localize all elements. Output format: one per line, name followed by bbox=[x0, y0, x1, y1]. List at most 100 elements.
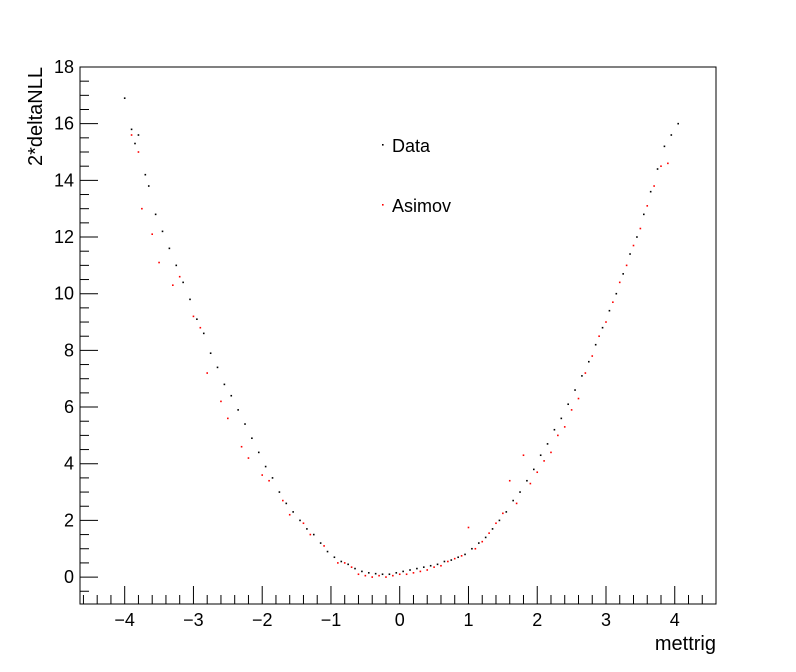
data-point-data bbox=[292, 511, 294, 513]
data-point-data bbox=[512, 499, 514, 502]
data-point-asimov bbox=[550, 451, 552, 454]
data-point-asimov bbox=[632, 244, 635, 247]
data-point-asimov bbox=[405, 573, 408, 576]
data-point-asimov bbox=[460, 555, 463, 557]
data-point-asimov bbox=[158, 261, 160, 264]
x-tick-label: 1 bbox=[463, 610, 473, 630]
data-point-asimov bbox=[371, 576, 374, 578]
data-point-asimov bbox=[419, 570, 422, 573]
data-point-data bbox=[546, 443, 549, 445]
data-point-asimov bbox=[502, 512, 504, 515]
data-point-data bbox=[422, 566, 425, 568]
y-tick-label: 4 bbox=[64, 454, 74, 474]
x-tick-label: 3 bbox=[601, 610, 611, 630]
y-tick-label: 16 bbox=[54, 114, 74, 134]
data-point-data bbox=[196, 318, 198, 321]
data-point-data bbox=[402, 570, 404, 573]
data-point-asimov bbox=[227, 417, 229, 420]
data-point-data bbox=[594, 343, 597, 346]
data-point-data bbox=[367, 572, 370, 574]
data-point-data bbox=[312, 533, 315, 536]
data-point-data bbox=[491, 528, 494, 530]
data-point-data bbox=[381, 573, 384, 576]
data-point-data bbox=[319, 542, 322, 544]
y-tick-label: 6 bbox=[64, 397, 74, 417]
data-point-data bbox=[123, 97, 126, 99]
data-point-asimov bbox=[392, 574, 394, 577]
data-point-data bbox=[532, 468, 535, 471]
plot-frame bbox=[79, 66, 717, 605]
data-point-asimov bbox=[357, 573, 360, 576]
data-point-data bbox=[484, 536, 487, 539]
data-point-data bbox=[622, 273, 624, 275]
x-axis-label: mettrig bbox=[655, 633, 716, 655]
data-point-data bbox=[326, 550, 329, 553]
data-point-asimov bbox=[605, 321, 607, 323]
data-points bbox=[123, 97, 679, 578]
data-point-asimov bbox=[309, 533, 312, 536]
data-point-data bbox=[608, 309, 611, 312]
data-point-data bbox=[588, 360, 590, 363]
data-point-asimov bbox=[488, 532, 490, 534]
y-tick-label: 10 bbox=[54, 284, 74, 304]
x-tick-label: 0 bbox=[395, 610, 405, 630]
data-point-asimov bbox=[240, 445, 243, 448]
data-point-data bbox=[471, 547, 473, 550]
data-point-data bbox=[137, 134, 140, 136]
data-point-data bbox=[629, 253, 631, 255]
legend-label-asimov: Asimov bbox=[392, 196, 451, 216]
data-point-asimov bbox=[447, 560, 449, 563]
data-point-asimov bbox=[440, 564, 442, 567]
data-point-data bbox=[278, 491, 281, 493]
data-point-data bbox=[656, 168, 659, 170]
data-point-asimov bbox=[508, 479, 511, 482]
y-tick-label: 14 bbox=[54, 170, 74, 190]
x-tick-label: −3 bbox=[183, 610, 204, 630]
data-point-data bbox=[182, 281, 184, 284]
data-point-data bbox=[464, 553, 466, 556]
data-point-data bbox=[216, 366, 219, 369]
data-point-data bbox=[429, 564, 432, 567]
data-point-data bbox=[147, 185, 150, 187]
data-point-data bbox=[223, 383, 226, 386]
data-point-asimov bbox=[282, 499, 284, 502]
data-point-data bbox=[168, 247, 171, 250]
data-point-asimov bbox=[385, 576, 387, 578]
data-point-data bbox=[244, 423, 246, 425]
data-point-data bbox=[285, 502, 288, 505]
data-point-asimov bbox=[337, 562, 339, 564]
data-point-asimov bbox=[398, 573, 401, 576]
data-point-asimov bbox=[584, 372, 587, 374]
data-point-data bbox=[574, 389, 576, 391]
data-point-asimov bbox=[577, 397, 580, 400]
series-data bbox=[123, 97, 679, 576]
data-point-data bbox=[663, 145, 666, 148]
data-point-data bbox=[477, 542, 480, 544]
data-point-asimov bbox=[141, 207, 143, 210]
data-point-asimov bbox=[130, 134, 133, 136]
data-point-asimov bbox=[192, 315, 195, 318]
x-tick-label: −2 bbox=[252, 610, 273, 630]
data-point-data bbox=[209, 352, 212, 355]
y-tick-label: 0 bbox=[64, 567, 74, 587]
data-point-data bbox=[567, 403, 569, 406]
data-point-data bbox=[443, 560, 446, 563]
data-point-asimov bbox=[522, 454, 525, 457]
y-tick-label: 2 bbox=[64, 510, 74, 530]
data-point-data bbox=[601, 326, 604, 329]
y-axis-tick-labels: 0 2 4 6 8 10 12 14 16 18 bbox=[54, 57, 74, 587]
data-point-asimov bbox=[591, 355, 594, 357]
data-point-asimov bbox=[646, 205, 649, 207]
data-point-data bbox=[615, 292, 618, 295]
data-point-asimov bbox=[261, 474, 264, 476]
data-point-asimov bbox=[660, 165, 662, 167]
data-point-data bbox=[450, 559, 453, 561]
data-point-asimov bbox=[639, 227, 642, 230]
data-point-asimov bbox=[220, 400, 222, 403]
data-point-data bbox=[340, 560, 343, 563]
data-point-asimov bbox=[474, 547, 477, 550]
data-point-asimov bbox=[206, 372, 208, 374]
data-point-asimov bbox=[667, 162, 669, 165]
data-point-data bbox=[649, 190, 652, 193]
